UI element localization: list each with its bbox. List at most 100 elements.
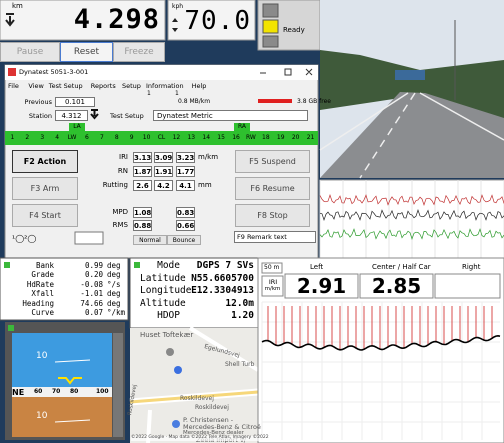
poi — [172, 420, 180, 428]
column-header: Center / Half Car — [372, 264, 431, 271]
texture-value: 0.66 — [176, 220, 195, 231]
lane-cell[interactable]: LW — [65, 135, 80, 141]
measure-value: 1.87 — [133, 166, 152, 177]
menu-item[interactable]: View — [28, 83, 43, 90]
function-button[interactable]: F5 Suspend — [235, 150, 310, 173]
lane-cell[interactable]: CL — [154, 135, 169, 141]
metric-unit: m/km — [262, 287, 283, 293]
mode-button[interactable]: Normal — [133, 235, 167, 245]
map-label: Huset Toftekær — [140, 332, 193, 339]
measure-value: 4.2 — [154, 180, 173, 191]
lane-cell[interactable]: 16 — [229, 135, 244, 141]
heading-label: 70 — [52, 389, 60, 395]
gps-label: Mode — [140, 261, 180, 271]
lane-cell[interactable]: RW — [243, 135, 258, 141]
button[interactable]: Pause — [0, 42, 60, 62]
desktop: km4.298kph70.0ReadyPauseResetFreezeDynat… — [0, 0, 504, 443]
measure-value: 4.1 — [176, 180, 195, 191]
dropdown[interactable]: Dynatest Metric — [153, 110, 308, 121]
measure-value: 3.13 — [133, 152, 152, 163]
indicators: ¹◯²◯ — [12, 235, 36, 243]
measure-value: 3.09 — [154, 152, 173, 163]
app-icon — [8, 68, 16, 76]
lane-cell[interactable]: 8 — [109, 135, 124, 141]
menu-item[interactable]: Test Setup — [49, 83, 83, 90]
light — [263, 4, 278, 17]
map-label: Roskildevej — [195, 405, 229, 411]
gps-label: Altitude — [140, 299, 180, 309]
inertial-unit: deg — [107, 300, 121, 308]
lane-cell[interactable]: 6 — [80, 135, 95, 141]
menu-item[interactable]: Information — [146, 83, 184, 90]
menu-item[interactable]: Setup — [122, 83, 141, 90]
side-tape — [113, 333, 123, 437]
texture-value: 0.88 — [133, 220, 152, 231]
heading-label: 80 — [70, 389, 78, 395]
unit: kph — [172, 4, 183, 10]
free: 3.8 GB free — [297, 99, 331, 105]
remark[interactable]: F9 Remark text — [234, 231, 316, 243]
lane-cell[interactable]: 4 — [50, 135, 65, 141]
lane-cell[interactable]: 3 — [35, 135, 50, 141]
heading-label: 100 — [96, 389, 109, 395]
measure-value: 1.91 — [154, 166, 173, 177]
lane-cell[interactable]: 9 — [124, 135, 139, 141]
odometer-value: 4.298 — [60, 6, 160, 33]
unit: km — [12, 3, 23, 10]
lane-cell[interactable]: 20 — [288, 135, 303, 141]
poi — [166, 348, 174, 356]
lane-cell[interactable]: 10 — [139, 135, 154, 141]
inertial-unit: deg — [107, 271, 121, 279]
pitch-label: 10 — [36, 352, 47, 361]
gps-label: Latitude — [140, 274, 180, 284]
lane-cell[interactable]: 21 — [303, 135, 318, 141]
action-button[interactable]: F2 Action — [12, 150, 78, 173]
column-header: Right — [462, 264, 480, 271]
lane-cell[interactable]: 18 — [258, 135, 273, 141]
rate: 0.8 MB/km — [178, 99, 210, 105]
texture-value: 0.83 — [176, 207, 195, 218]
counter: 1 — [175, 91, 179, 97]
lane-cell[interactable]: 7 — [94, 135, 109, 141]
heading-label: NE — [12, 389, 24, 397]
map-label: Roskildevej — [180, 396, 214, 402]
function-button[interactable]: F8 Stop — [235, 204, 310, 227]
function-button[interactable]: F6 Resume — [235, 177, 310, 200]
map-credit: ©2022 Google · Map data ©2022 Tele Atlas… — [131, 436, 269, 441]
gps-label: Longitude — [140, 286, 180, 296]
button[interactable]: Freeze — [113, 42, 165, 62]
measure-unit: mm — [198, 182, 212, 189]
pitch-label: 10 — [36, 412, 47, 421]
menu-item[interactable]: Help — [192, 83, 207, 90]
inertial-value: -1.01 — [60, 290, 103, 298]
label: Test Setup — [110, 113, 144, 120]
texture-value: 1.08 — [133, 207, 152, 218]
gps-label: HDOP — [140, 311, 180, 321]
action-button[interactable]: F4 Start — [12, 204, 78, 227]
mode-button[interactable]: Bounce — [167, 235, 201, 245]
lane-cell[interactable]: 19 — [273, 135, 288, 141]
inertial-unit: deg — [107, 290, 121, 298]
gps-value: N55.6605700 — [184, 274, 254, 284]
lane-cell[interactable]: 1 — [5, 135, 20, 141]
speed-value: 70.0 — [183, 8, 251, 34]
inertial-value: 74.66 — [60, 300, 103, 308]
lane-cell[interactable]: 13 — [184, 135, 199, 141]
measure-label: Rutting — [85, 182, 128, 189]
lane-top: RA — [234, 124, 250, 130]
button[interactable]: Reset — [60, 42, 113, 62]
measure-label: IRI — [85, 154, 128, 161]
menu-item[interactable]: File — [8, 83, 19, 90]
field: 4.312 — [55, 110, 88, 121]
lane-cell[interactable]: 14 — [199, 135, 214, 141]
menu-item[interactable]: Reports — [91, 83, 116, 90]
lane-cell[interactable]: 2 — [20, 135, 35, 141]
inertial-value: 0.99 — [60, 262, 103, 270]
inertial-label: Bank — [10, 262, 54, 270]
action-button[interactable]: F3 Arm — [12, 177, 78, 200]
lane-cell[interactable]: 12 — [169, 135, 184, 141]
measure-value: 3.23 — [176, 152, 195, 163]
gps-value: E12.3304913 — [184, 286, 254, 296]
input-box — [75, 232, 103, 244]
lane-cell[interactable]: 15 — [214, 135, 229, 141]
